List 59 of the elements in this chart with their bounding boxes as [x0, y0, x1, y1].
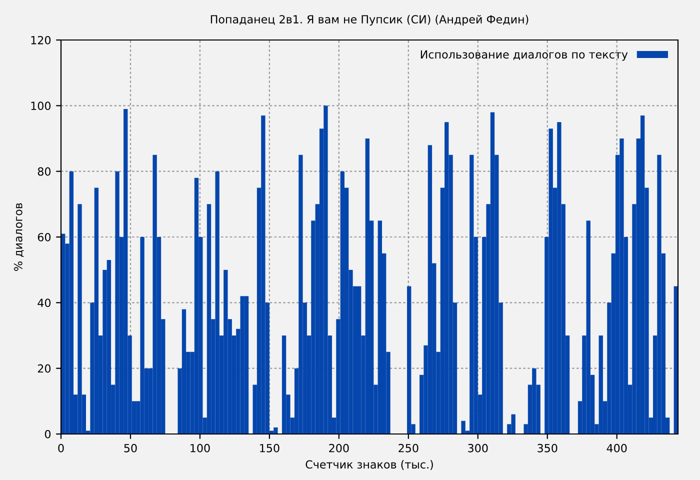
bar: [298, 154, 303, 434]
x-tick-label: 200: [329, 444, 349, 452]
y-tick-label: 40: [38, 298, 51, 308]
legend-label: Использование диалогов по тексту: [420, 50, 628, 61]
bar: [94, 188, 99, 434]
bar: [215, 171, 220, 434]
bar: [152, 154, 157, 434]
x-tick-label: 250: [398, 444, 418, 452]
bar: [365, 138, 370, 434]
y-tick-label: 120: [31, 36, 51, 44]
bar: [140, 237, 144, 434]
bar: [240, 296, 244, 434]
bar: [461, 420, 466, 434]
bar: [244, 296, 249, 434]
bar: [444, 122, 449, 434]
y-tick-label: 60: [38, 232, 51, 242]
x-tick-label: 100: [190, 444, 210, 452]
x-tick-label: 400: [606, 444, 627, 452]
y-tick-label: 0: [44, 430, 51, 438]
y-axis-title: % диалогов: [14, 203, 24, 271]
x-tick-label: 0: [58, 444, 64, 452]
bar: [261, 116, 266, 434]
bar: [548, 128, 553, 434]
x-tick-label: 50: [124, 444, 137, 452]
bar: [124, 108, 128, 434]
bar: [78, 204, 82, 434]
bar: [470, 154, 474, 434]
bar: [557, 122, 562, 434]
bar: [206, 204, 212, 434]
bar: [490, 112, 495, 434]
bar: [194, 178, 199, 434]
bar: [224, 270, 228, 434]
bar: [274, 427, 278, 434]
bar: [407, 286, 412, 434]
bar: [511, 414, 516, 434]
bar: [640, 116, 645, 434]
bar: [69, 171, 74, 434]
x-tick-label: 150: [260, 444, 280, 452]
bar: [620, 138, 624, 434]
bar: [378, 220, 382, 434]
bar: [356, 286, 362, 434]
bar: [282, 336, 286, 434]
bar: [106, 260, 112, 434]
bar: [532, 368, 536, 434]
bar: [586, 220, 590, 434]
bar: [598, 336, 603, 434]
bar: [182, 309, 186, 434]
bar: [340, 171, 344, 434]
chart-title: Попаданец 2в1. Я вам не Пупсик (СИ) (Андрей Федин): [210, 14, 528, 26]
bar: [428, 145, 432, 434]
bar: [657, 154, 662, 434]
bar: [115, 171, 120, 434]
x-axis-title: Счетчик знаков (тыс.): [306, 460, 433, 470]
y-tick-label: 20: [38, 364, 51, 373]
bar: [324, 106, 328, 434]
y-tick-label: 80: [38, 167, 51, 176]
x-tick-label: 300: [468, 444, 488, 452]
y-tick-label: 100: [31, 102, 51, 110]
x-tick-label: 350: [538, 444, 558, 452]
